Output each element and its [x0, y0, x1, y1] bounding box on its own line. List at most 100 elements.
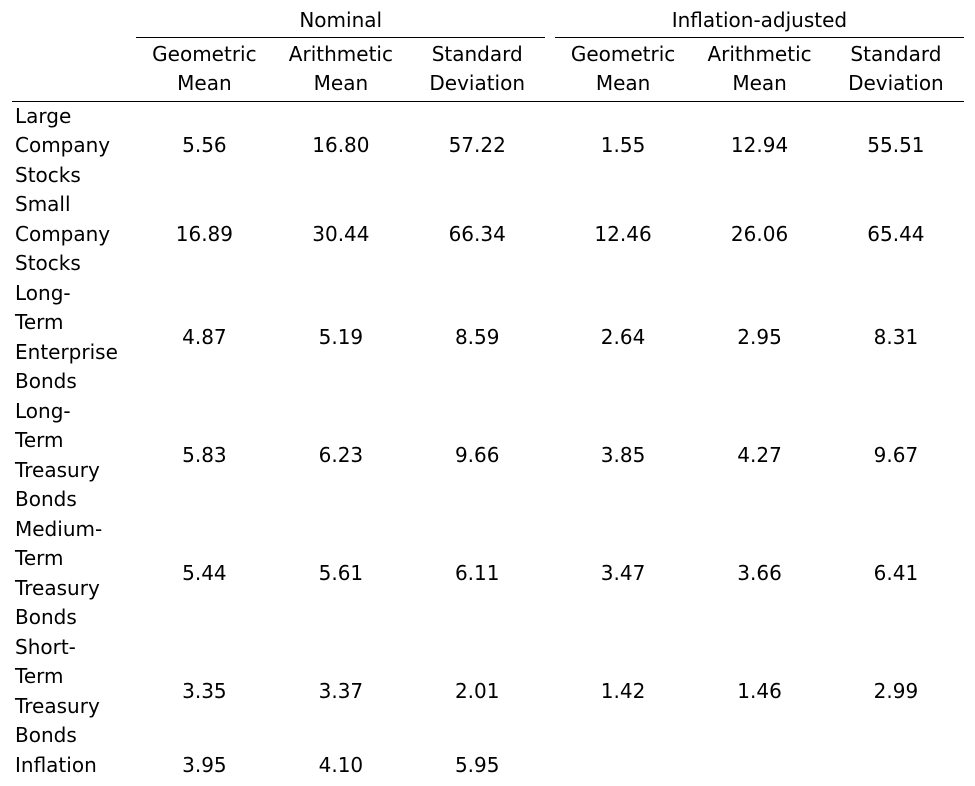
row-label-line: Treasury [15, 575, 100, 600]
row-label-line: Bonds [15, 605, 77, 629]
table-cell: 12.46 [594, 221, 652, 246]
row-label: Inflation [12, 751, 136, 781]
table-cell: 2.64 [600, 324, 646, 349]
table-cell: 4.27 [737, 442, 782, 467]
table-cell: 1.42 [600, 678, 646, 703]
group-header-row: Nominal Inflation-adjusted [12, 6, 964, 38]
table-cell: 65.44 [867, 221, 925, 246]
table-cell: 5.95 [454, 752, 500, 777]
row-label: Large Company Stocks [12, 101, 136, 190]
row-label-line: Term [15, 428, 64, 452]
row-label-line: Bonds [15, 487, 77, 511]
row-label-line: Treasury [15, 457, 100, 482]
table-cell: 3.66 [737, 560, 782, 585]
row-label-line: Enterprise [15, 339, 118, 364]
table-cell: 2.01 [454, 678, 500, 703]
column-gap [545, 37, 555, 102]
table-cell: 4.10 [318, 752, 364, 777]
corner-cell [12, 6, 136, 37]
group-gap [545, 6, 555, 37]
column-gap [545, 279, 555, 397]
column-header-adjusted-arithmetic-mean: Arithmetic Mean [691, 37, 828, 102]
row-label-line: Treasury [15, 693, 100, 718]
row-label-line: Term [15, 546, 64, 570]
table-row: Long- Term Enterprise Bonds 4.87 5.19 8.59 2.64… [12, 279, 964, 397]
row-label-line: Large [15, 103, 72, 128]
row-label-line: Small [15, 192, 71, 216]
row-label-line: Medium- [15, 516, 103, 541]
table-cell: 3.37 [318, 678, 364, 703]
row-label-line: Term [15, 310, 64, 334]
column-header-adjusted-geometric-mean: Geometric Mean [554, 37, 692, 102]
table-cell: 6.23 [318, 442, 364, 467]
row-label-line: Company [15, 221, 111, 246]
table-cell: 2.99 [873, 678, 919, 703]
column-header-row: Geometric Mean Arithmetic Mean Standard Dev… [12, 37, 964, 102]
table-row: Inflation 3.95 4.10 5.95 [12, 751, 964, 781]
row-label-line: Bonds [15, 369, 77, 393]
row-label-line: Short- [15, 634, 76, 659]
column-gap [545, 633, 555, 751]
row-label-line: Long- [15, 280, 71, 305]
table-cell: 66.34 [448, 221, 506, 246]
table-cell: 4.87 [182, 324, 227, 349]
row-label-line: Inflation [15, 752, 97, 777]
table-row: Small Company Stocks 16.89 30.44 66.34 12.46 26… [12, 190, 964, 279]
column-gap [545, 101, 555, 190]
table-cell: 57.22 [448, 133, 506, 157]
table-cell: 3.95 [182, 752, 227, 777]
column-header-adjusted-standard-deviation: Standard Deviation [827, 37, 964, 102]
column-header-nominal-geometric-mean: Geometric Mean [136, 37, 273, 102]
table-cell: 5.61 [318, 560, 364, 585]
row-label-line: Term [15, 664, 64, 688]
table-cell: 3.35 [182, 678, 227, 703]
table-cell: 5.83 [182, 442, 227, 467]
row-label-line: Stocks [15, 251, 81, 275]
table-cell: 9.67 [873, 442, 919, 467]
table-cell: 3.47 [600, 560, 646, 585]
table-cell: 26.06 [730, 221, 789, 246]
table-cell [691, 751, 828, 781]
column-gap [545, 190, 555, 279]
table-cell: 30.44 [312, 221, 370, 246]
column-header-nominal-arithmetic-mean: Arithmetic Mean [272, 37, 410, 102]
row-label: Long- Term Treasury Bonds [12, 397, 136, 515]
column-gap [545, 751, 555, 781]
row-label-line: Company [15, 133, 111, 157]
group-header-inflation-adjusted: Inflation-adjusted [554, 6, 964, 38]
table-row: Medium- Term Treasury Bonds 5.44 5.61 6.11 3.47… [12, 515, 964, 633]
table-row: Large Company Stocks 5.56 16.80 57.22 1.55 12.9… [12, 101, 964, 190]
table-cell: 1.46 [737, 678, 782, 703]
column-gap [545, 515, 555, 633]
table-cell: 5.56 [182, 133, 227, 157]
row-label: Short- Term Treasury Bonds [12, 633, 136, 751]
table-cell: 6.11 [454, 560, 500, 585]
returns-table: Nominal Inflation-adjusted Geometric Mean… [12, 6, 964, 780]
column-header-nominal-standard-deviation: Standard Deviation [409, 37, 546, 102]
table-cell: 6.41 [873, 560, 919, 585]
table-cell: 8.31 [873, 324, 919, 349]
table-cell: 16.80 [312, 133, 370, 157]
row-label: Small Company Stocks [12, 190, 136, 279]
row-label-line: Stocks [15, 162, 81, 187]
table-cell: 55.51 [867, 133, 925, 157]
group-header-nominal: Nominal [136, 6, 546, 38]
row-label-line: Long- [15, 398, 71, 423]
table-cell: 12.94 [730, 133, 789, 157]
table-cell: 8.59 [454, 324, 500, 349]
table-cell: 5.44 [182, 560, 227, 585]
table-cell: 16.89 [175, 221, 234, 246]
table-cell [828, 751, 964, 781]
row-label: Medium- Term Treasury Bonds [12, 515, 136, 633]
table-cell: 3.85 [600, 442, 646, 467]
table-cell: 5.19 [318, 324, 364, 349]
table-row: Long- Term Treasury Bonds 5.83 6.23 9.66 3.85 4.… [12, 397, 964, 515]
row-label: Long- Term Enterprise Bonds [12, 279, 136, 397]
table-cell: 2.95 [737, 324, 782, 349]
column-gap [545, 397, 555, 515]
table-row: Short- Term Treasury Bonds 3.35 3.37 2.01 1.42 1… [12, 633, 964, 751]
row-label-line: Bonds [15, 723, 77, 747]
corner-cell [12, 37, 137, 102]
table-cell: 1.55 [600, 133, 646, 157]
